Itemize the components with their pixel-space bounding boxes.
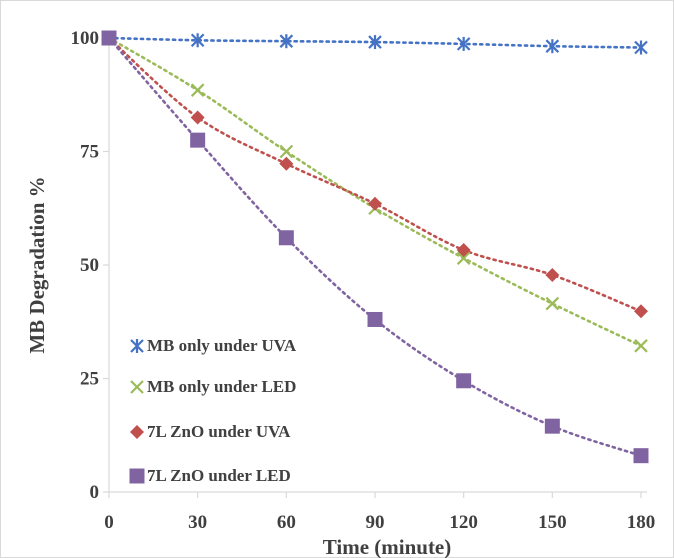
legend: MB only under UVA MB only under LED 7L ZnO… xyxy=(129,336,297,485)
data-point-series-4 xyxy=(633,448,649,464)
data-point-series-4 xyxy=(190,132,206,148)
data-point-series-4 xyxy=(367,311,383,327)
data-point-series-1 xyxy=(279,34,294,49)
y-tick-label: 100 xyxy=(71,28,100,49)
data-point-series-3 xyxy=(545,267,560,282)
data-point-series-1 xyxy=(634,40,648,55)
data-point-series-3 xyxy=(190,110,205,125)
data-point-series-2 xyxy=(190,83,205,97)
y-tick-label: 50 xyxy=(80,255,99,276)
data-point-series-3 xyxy=(456,243,471,258)
x-tick-label: 180 xyxy=(627,512,656,533)
data-point-series-1 xyxy=(456,36,471,51)
legend-marker-3 xyxy=(130,425,144,439)
data-point-series-2 xyxy=(634,339,648,353)
data-point-series-3 xyxy=(279,156,294,171)
legend-marker-4 xyxy=(129,468,145,484)
y-tick-label: 75 xyxy=(80,142,99,163)
data-point-series-4 xyxy=(278,230,294,246)
x-tick-label: 90 xyxy=(366,512,385,533)
data-point-series-4 xyxy=(101,30,117,46)
data-point-series-3 xyxy=(634,304,648,319)
data-point-series-2 xyxy=(279,144,294,159)
data-point-series-2 xyxy=(456,251,471,265)
x-tick-label: 60 xyxy=(277,512,296,533)
axes: 0 25 50 75 100 0 30 60 90 120 150 180 xyxy=(71,28,656,533)
legend-marker-1 xyxy=(130,339,144,353)
x-tick-label: 30 xyxy=(188,512,207,533)
legend-label-2: MB only under LED xyxy=(147,377,296,396)
legend-marker-2 xyxy=(130,380,144,394)
legend-label-4: 7L ZnO under LED xyxy=(147,466,291,485)
y-tick-label: 25 xyxy=(80,369,99,390)
data-points xyxy=(101,30,649,464)
data-point-series-1 xyxy=(190,33,205,48)
data-point-series-4 xyxy=(456,373,472,389)
data-point-series-1 xyxy=(368,35,382,50)
data-point-series-4 xyxy=(544,418,560,434)
data-point-series-3 xyxy=(368,196,382,211)
x-axis-title: Time (minute) xyxy=(323,535,452,558)
y-axis-title: MB Degradation % xyxy=(25,176,49,353)
x-tick-label: 150 xyxy=(538,512,567,533)
y-tick-label: 0 xyxy=(90,482,100,503)
legend-label-3: 7L ZnO under UVA xyxy=(147,422,291,441)
legend-label-1: MB only under UVA xyxy=(147,336,297,355)
x-tick-label: 120 xyxy=(449,512,478,533)
data-point-series-1 xyxy=(545,39,560,54)
x-tick-label: 0 xyxy=(104,512,114,533)
data-point-series-2 xyxy=(545,296,560,311)
